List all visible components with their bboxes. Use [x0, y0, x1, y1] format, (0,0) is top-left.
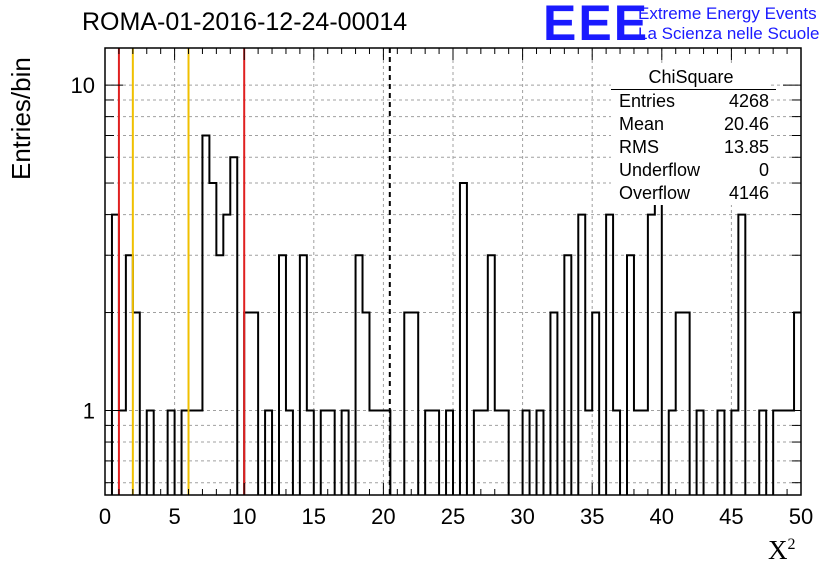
- y-tick-label: 10: [71, 73, 95, 98]
- stats-label: Mean: [619, 114, 665, 134]
- logo-caption-line-2: La Scienza nelle Scuole: [638, 24, 820, 43]
- y-tick-label: 1: [83, 399, 95, 424]
- x-tick-label: 20: [371, 504, 395, 529]
- stats-label: Entries: [619, 91, 676, 111]
- stats-title: ChiSquare: [648, 67, 734, 87]
- x-tick-label: 15: [302, 504, 326, 529]
- x-tick-label: 25: [441, 504, 465, 529]
- stats-row-rms: RMS 13.85: [611, 136, 771, 159]
- stats-row-mean: Mean 20.46: [611, 113, 771, 136]
- x-tick-label: 0: [99, 504, 111, 529]
- stats-row-entries: Entries 4268: [611, 90, 771, 113]
- y-axis-label: Entries/bin: [6, 57, 36, 180]
- x-tick-label: 10: [232, 504, 256, 529]
- stats-row-underflow: Underflow 0: [611, 159, 771, 182]
- stats-label: Underflow: [619, 160, 701, 180]
- x-tick-label: 35: [580, 504, 604, 529]
- chart-title: ROMA-01-2016-12-24-00014: [82, 8, 408, 36]
- stats-value: 0: [758, 160, 769, 180]
- eee-logo: EEE: [543, 0, 650, 51]
- x-tick-label: 50: [789, 504, 813, 529]
- logo-caption-line-1: Extreme Energy Events: [638, 4, 817, 23]
- x-tick-label: 40: [650, 504, 674, 529]
- stats-label: Overflow: [619, 183, 691, 203]
- stats-box: ChiSquare Entries 4268 Mean 20.46 RMS 13…: [611, 66, 776, 205]
- stats-title-rule: [611, 89, 776, 90]
- stats-value: 20.46: [723, 114, 769, 134]
- stats-label: RMS: [619, 137, 659, 157]
- stats-row-overflow: Overflow 4146: [611, 182, 771, 205]
- x-tick-label: 5: [168, 504, 180, 529]
- stats-value: 13.85: [723, 137, 769, 157]
- x-axis-label: X2: [768, 535, 796, 565]
- stats-value: 4146: [728, 183, 769, 203]
- stats-value: 4268: [728, 91, 769, 111]
- histogram-series: [110, 134, 801, 495]
- x-tick-label: 30: [510, 504, 534, 529]
- x-tick-label: 45: [719, 504, 743, 529]
